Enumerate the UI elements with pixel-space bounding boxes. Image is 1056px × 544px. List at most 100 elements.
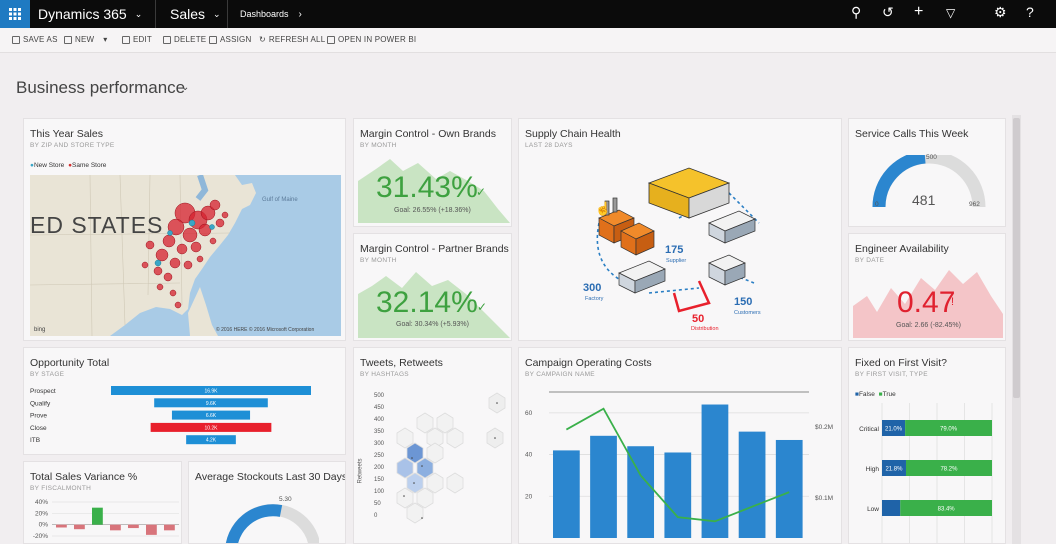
variance-bar[interactable] [110, 524, 121, 531]
campaign-bar[interactable] [775, 439, 803, 538]
campaign-bar[interactable] [701, 404, 729, 538]
bar-true-label: 83.4% [938, 507, 956, 513]
funnel-bar-label: 6.6K [206, 413, 217, 419]
power-bi-icon [327, 35, 335, 44]
module-button[interactable]: Sales ⌄ [156, 0, 228, 28]
refresh-all-button[interactable]: ↻ REFRESH ALL [259, 35, 326, 44]
kpi-value: 31.43% [376, 171, 478, 204]
new-button[interactable]: NEW ▾ [64, 35, 107, 44]
campaign-bar[interactable] [738, 431, 766, 538]
bar-true[interactable] [900, 500, 992, 516]
tile-margin-own-brands[interactable]: Margin Control - Own Brands BY MONTH 31.… [353, 118, 512, 227]
right-axis-tick-label: $0.1M [815, 495, 833, 502]
gauge [872, 155, 986, 208]
variance-bar[interactable] [74, 524, 85, 530]
funnel-category-label: ITB [30, 437, 40, 444]
funnel-bar[interactable] [150, 422, 272, 432]
chevron-right-icon: › [298, 8, 302, 20]
legend: ■False ■True [855, 391, 896, 398]
tile-margin-partner-brands[interactable]: Margin Control - Partner Brands BY MONTH… [353, 233, 512, 341]
tile-subtitle: BY ZIP AND STORE TYPE [30, 142, 115, 149]
funnel-category-label: Prospect [30, 388, 56, 395]
axis-tick-label: 200 [374, 465, 385, 471]
funnel-category-label: Prove [30, 413, 47, 420]
variance-bar[interactable] [164, 524, 175, 531]
campaign-bar[interactable] [590, 435, 617, 538]
map-region-label: Gulf of Maine [262, 197, 298, 203]
tile-service-calls[interactable]: Service Calls This Week 481 500 0 962 [848, 118, 1006, 227]
campaign-bar[interactable] [664, 452, 692, 538]
chevron-down-icon: ⌄ [134, 8, 143, 19]
variance-bar[interactable] [92, 507, 103, 525]
gauge-max: 5.30 [279, 496, 292, 503]
tile-title: This Year Sales [30, 128, 103, 140]
funnel-bar[interactable] [171, 410, 251, 420]
scrollbar-thumb[interactable] [1013, 118, 1020, 398]
tile-fixed-on-first-visit[interactable]: Fixed on First Visit? BY FIRST VISIT, TY… [848, 347, 1006, 544]
tile-this-year-sales[interactable]: This Year Sales BY ZIP AND STORE TYPE ●N… [23, 118, 346, 341]
tile-opportunity-total[interactable]: Opportunity Total BY STAGE Prospect 16.9K… [23, 347, 346, 455]
combo-chart: 60 40 20 $0.2M $0.1M [525, 391, 833, 538]
bar-false[interactable] [882, 500, 901, 516]
area-breadcrumb[interactable]: Dashboards › [228, 0, 318, 28]
filter-icon[interactable]: ▽ [946, 6, 956, 20]
map-country-label: ED STATES [30, 212, 163, 238]
sales-map[interactable]: ED STATES Gulf of Maine bing © 2016 HERE… [30, 175, 341, 336]
funnel-bar[interactable] [154, 398, 268, 408]
axis-tick-label: 20% [35, 510, 48, 517]
dashboard-title[interactable]: Business performance [16, 78, 186, 97]
delete-button[interactable]: DELETE [163, 35, 206, 44]
tile-title: Tweets, Retweets [360, 357, 443, 369]
funnel-bar[interactable] [111, 386, 311, 395]
chevron-down-icon[interactable]: ⌄ [181, 82, 190, 93]
tile-subtitle: BY FIRST VISIT, TYPE [855, 371, 928, 378]
app-launcher-icon[interactable] [0, 0, 30, 28]
axis-tick-label: 0% [39, 522, 49, 529]
tile-campaign-operating-costs[interactable]: Campaign Operating Costs BY CAMPAIGN NAM… [518, 347, 842, 544]
campaign-bar[interactable] [553, 450, 580, 538]
bar-true[interactable] [905, 460, 992, 476]
edit-button[interactable]: EDIT [122, 35, 152, 44]
variance-bar[interactable] [128, 524, 139, 529]
tile-total-sales-variance[interactable]: Total Sales Variance % BY FISCALMONTH 40… [23, 461, 182, 544]
gauge [225, 504, 319, 543]
campaign-bar[interactable] [627, 446, 655, 538]
customers-label: Customers [734, 310, 761, 316]
tile-title: Total Sales Variance % [30, 471, 138, 483]
tile-average-stockouts[interactable]: Average Stockouts Last 30 Days 5.30 [188, 461, 346, 544]
axis-tick-label: 40 [525, 452, 533, 459]
add-icon[interactable]: + [914, 3, 924, 20]
variance-bar-chart: 40% 20% 0% -20% [33, 499, 179, 540]
tile-engineer-availability[interactable]: Engineer Availability BY DATE 0.47 ! Goa… [848, 233, 1006, 341]
bing-logo: bing [34, 327, 45, 333]
assign-button[interactable]: ASSIGN [209, 35, 251, 44]
variance-bar[interactable] [56, 524, 67, 528]
save-as-button[interactable]: SAVE AS [12, 35, 58, 44]
bar-false[interactable] [882, 460, 906, 476]
funnel-chart: Prospect 16.9K Qualify 9.6K Prove 6.6K Close 10… [30, 386, 311, 445]
axis-tick-label: 350 [374, 429, 385, 435]
open-in-power-bi-button[interactable]: OPEN IN POWER BI [327, 35, 416, 44]
funnel-bar-label: 10.2K [204, 425, 218, 431]
variance-bar[interactable] [146, 524, 157, 535]
tile-title: Margin Control - Own Brands [360, 128, 496, 140]
area-name: Dashboards [240, 9, 289, 19]
help-icon[interactable]: ? [1026, 4, 1034, 20]
tile-title: Supply Chain Health [525, 128, 621, 140]
tile-supply-chain-health[interactable]: Supply Chain Health LAST 28 DAYS 175 Sup… [518, 118, 842, 341]
bar-true-label: 78.2% [940, 467, 958, 473]
tile-title: Service Calls This Week [855, 128, 969, 140]
new-icon [64, 35, 72, 44]
search-icon[interactable]: ⚲ [851, 4, 862, 20]
gear-icon[interactable]: ⚙ [994, 4, 1007, 20]
gauge-value: 481 [912, 192, 936, 208]
gauge-target: 962 [969, 201, 980, 208]
kpi-value: 32.14% [376, 286, 478, 319]
app-name-button[interactable]: Dynamics 365 ⌄ [38, 0, 156, 28]
bar-true[interactable] [905, 420, 992, 436]
tile-tweets-retweets[interactable]: Tweets, Retweets BY HASHTAGS 500 450 400 35… [353, 347, 512, 544]
history-icon[interactable]: ↺ [882, 4, 894, 20]
bar-false[interactable] [882, 420, 906, 436]
tile-subtitle: BY HASHTAGS [360, 371, 409, 378]
funnel-bar[interactable] [186, 435, 236, 445]
